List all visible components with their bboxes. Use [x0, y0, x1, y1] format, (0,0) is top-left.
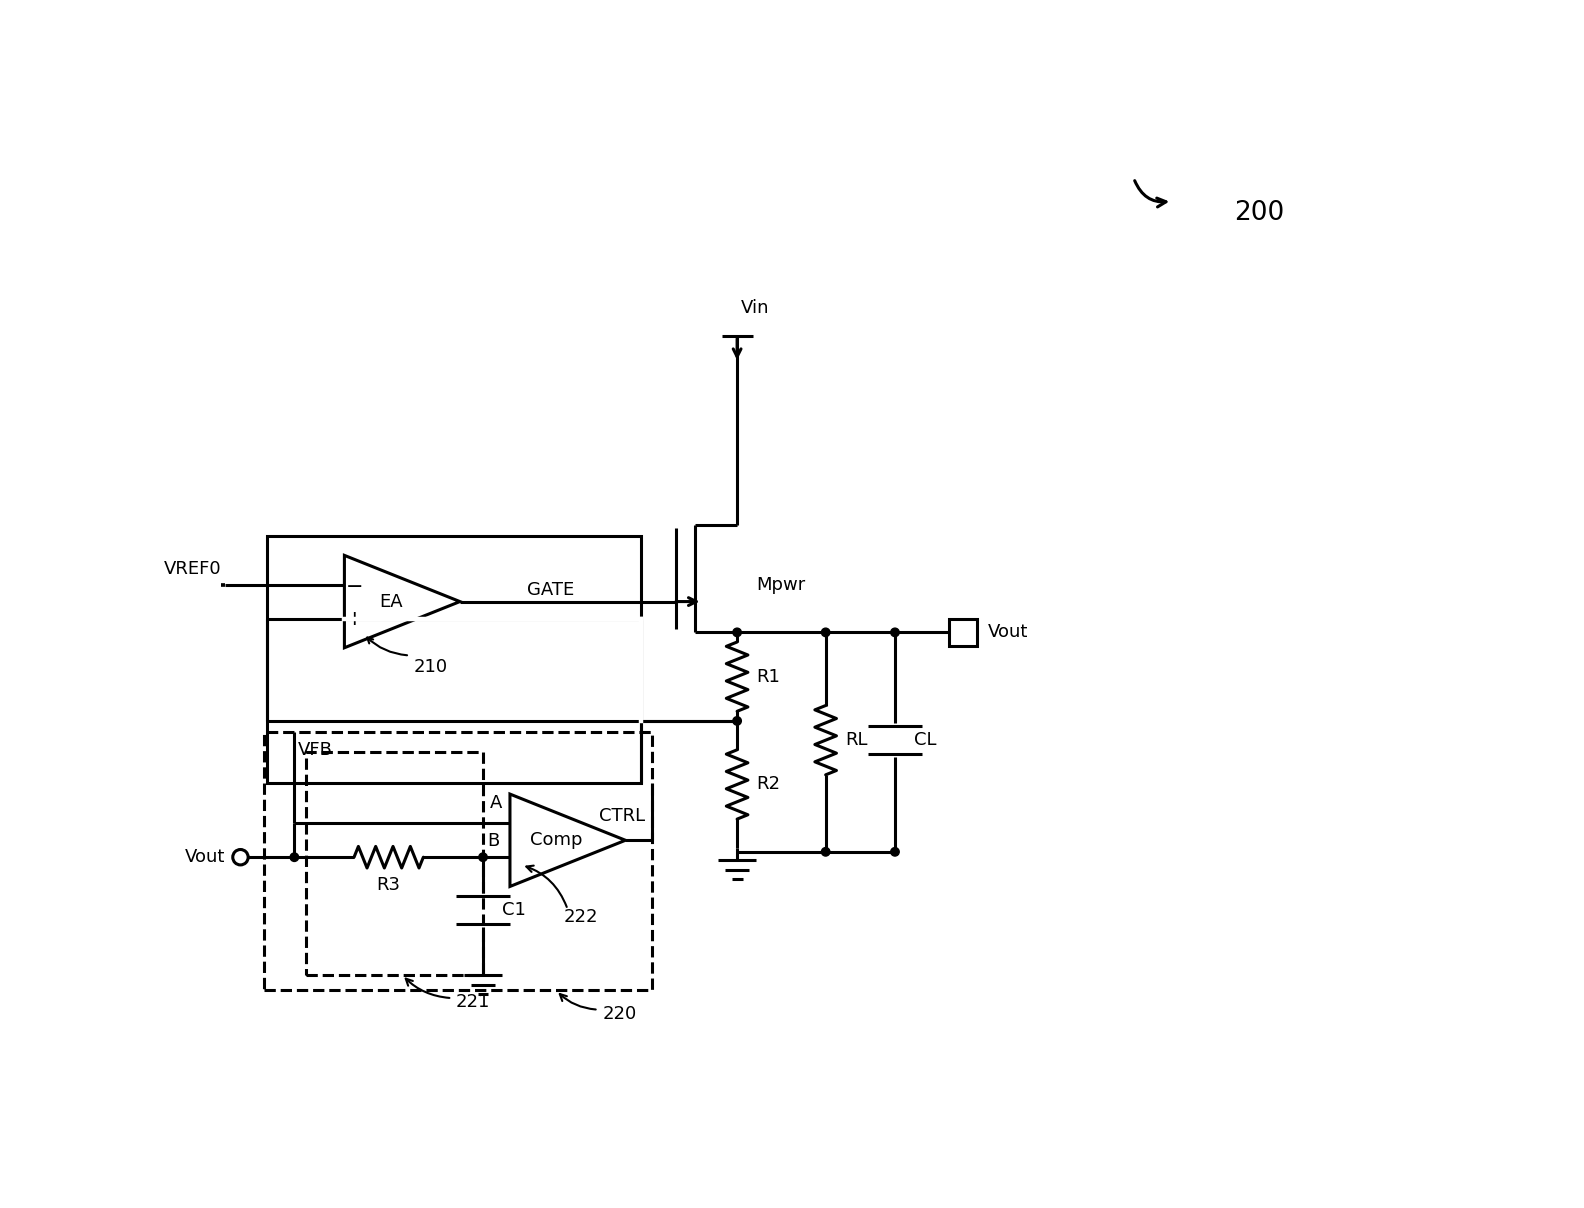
- Circle shape: [890, 628, 900, 637]
- Text: R2: R2: [757, 776, 781, 794]
- Text: B: B: [486, 831, 499, 849]
- Text: Vout: Vout: [185, 848, 225, 866]
- Text: RL: RL: [844, 731, 868, 749]
- Bar: [306, 751, 483, 975]
- Text: Vout: Vout: [988, 623, 1028, 641]
- Bar: [949, 618, 977, 646]
- Circle shape: [733, 628, 741, 637]
- Text: 221: 221: [456, 993, 491, 1011]
- Text: R1: R1: [757, 668, 781, 686]
- Text: CL: CL: [914, 731, 936, 749]
- Text: Mpwr: Mpwr: [757, 576, 806, 594]
- Circle shape: [290, 853, 299, 861]
- Bar: [268, 536, 642, 783]
- Bar: [263, 732, 653, 991]
- Text: 210: 210: [413, 658, 448, 676]
- Text: GATE: GATE: [527, 581, 573, 599]
- Text: Vin: Vin: [741, 298, 770, 316]
- Text: A: A: [489, 794, 502, 812]
- Text: 220: 220: [602, 1005, 637, 1022]
- Text: C1: C1: [502, 901, 526, 919]
- Text: $-$: $-$: [345, 575, 363, 594]
- Circle shape: [890, 848, 900, 856]
- Text: VREF0: VREF0: [163, 561, 222, 579]
- Text: VFB: VFB: [298, 742, 333, 760]
- Text: EA: EA: [379, 593, 402, 610]
- Circle shape: [822, 628, 830, 637]
- Circle shape: [478, 853, 488, 861]
- Circle shape: [733, 716, 741, 725]
- Text: $+$: $+$: [345, 609, 363, 628]
- Text: CTRL: CTRL: [599, 807, 645, 825]
- Text: Comp: Comp: [531, 831, 583, 849]
- Circle shape: [822, 848, 830, 856]
- Text: 200: 200: [1234, 199, 1285, 226]
- Text: 222: 222: [564, 908, 599, 927]
- Text: R3: R3: [377, 877, 401, 894]
